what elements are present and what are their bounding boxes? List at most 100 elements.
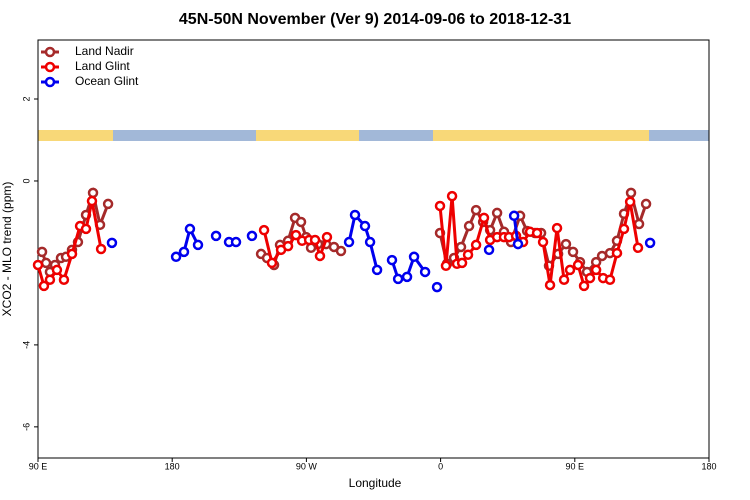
point (386, 254, 398, 266)
point (44, 274, 56, 285)
legend-marker (44, 61, 56, 73)
land-mask (38, 130, 709, 141)
point (102, 198, 114, 210)
point (462, 249, 474, 260)
point (282, 240, 294, 252)
legend-marker (44, 76, 56, 88)
point (564, 264, 576, 276)
point (314, 250, 326, 262)
point (210, 230, 222, 242)
point (184, 223, 196, 235)
point (38, 280, 50, 292)
point (392, 273, 404, 285)
x-tick-label: 90 E (566, 461, 585, 471)
point (578, 280, 590, 292)
point (258, 224, 270, 236)
point (51, 264, 63, 276)
point (309, 234, 321, 246)
point (408, 251, 420, 263)
point (401, 271, 413, 283)
legend-label: Land Glint (75, 59, 130, 73)
point (95, 243, 107, 255)
point (560, 238, 572, 250)
point (178, 246, 190, 258)
x-axis-title: Longitude (349, 476, 402, 490)
point (624, 196, 636, 208)
legend-label: Land Nadir (75, 44, 134, 58)
point (470, 204, 482, 216)
x-tick-label: 90 E (29, 461, 48, 471)
point (246, 230, 258, 242)
legend-label: Ocean Glint (75, 74, 139, 88)
point (633, 218, 645, 230)
point (66, 248, 78, 260)
x-tick-label: 90 W (296, 461, 318, 471)
point (632, 242, 644, 254)
point (446, 190, 458, 202)
point (572, 259, 584, 271)
point (478, 212, 490, 224)
point (470, 239, 482, 251)
point (551, 222, 563, 234)
point (456, 257, 468, 269)
point (512, 238, 524, 250)
point (584, 272, 596, 284)
point (508, 210, 520, 222)
x-tick-label: 180 (701, 461, 716, 471)
point (604, 274, 616, 285)
point (431, 281, 443, 293)
point (266, 257, 278, 269)
chart-title: 45N-50N November (Ver 9) 2014-09-06 to 2… (179, 11, 571, 28)
point (343, 236, 355, 248)
point (440, 260, 452, 272)
legend-marker (44, 46, 56, 58)
y-tick-label: 0 (21, 178, 31, 183)
y-tick-label: 2 (21, 97, 31, 102)
point (170, 251, 182, 263)
point (537, 236, 549, 248)
y-axis-title: XCO2 - MLO trend (ppm) (0, 182, 14, 317)
point (40, 257, 52, 269)
ocean-band (38, 130, 709, 141)
point (36, 246, 48, 258)
point (290, 229, 302, 241)
y-tick-label: -4 (21, 341, 31, 349)
point (321, 231, 333, 243)
point (58, 274, 70, 285)
point (590, 264, 602, 276)
point (80, 223, 92, 235)
point (625, 187, 637, 199)
point (359, 220, 371, 232)
point (87, 187, 99, 199)
point (531, 227, 543, 239)
x-tick-label: 180 (165, 461, 180, 471)
point (567, 246, 579, 258)
point (192, 239, 204, 251)
point (463, 220, 475, 232)
point (106, 237, 118, 249)
land-band (433, 130, 649, 141)
land-band (38, 130, 113, 141)
point (640, 198, 652, 210)
point (491, 207, 503, 219)
point (611, 247, 623, 259)
point (349, 209, 361, 221)
point (295, 216, 307, 228)
x-tick-label: 0 (438, 461, 443, 471)
point (644, 237, 656, 249)
point (32, 259, 44, 271)
point (230, 236, 242, 248)
point (434, 200, 446, 212)
point (618, 223, 630, 235)
point (558, 274, 570, 285)
point (86, 195, 98, 207)
land-band (256, 130, 359, 141)
point (419, 266, 431, 278)
point (371, 264, 383, 276)
y-tick-label: -6 (21, 423, 31, 431)
point (455, 241, 467, 253)
point (483, 244, 495, 256)
point (335, 245, 347, 257)
point (364, 236, 376, 248)
